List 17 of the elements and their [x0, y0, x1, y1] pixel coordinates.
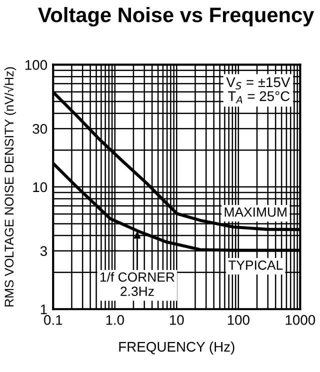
- x-tick-label: 100: [228, 315, 250, 325]
- x-tick-label: 10: [170, 315, 184, 325]
- y-axis-title: RMS VOLTAGE NOISE DENSITY (nV/√Hz): [4, 67, 16, 306]
- series-label: TYPICAL: [228, 260, 283, 270]
- x-tick-label: 1.0: [106, 315, 124, 325]
- x-tick-label: 1000: [286, 315, 316, 325]
- annotation: V$_{S}$ = ±15V T$_{A}$ = 25°C: [226, 77, 290, 104]
- y-tick-label: 30: [32, 124, 48, 134]
- y-tick-label: 3: [40, 246, 47, 256]
- y-tick-label: 100: [25, 60, 48, 70]
- series-label: MAXIMUM: [224, 208, 286, 217]
- annotation: 1/f CORNER 2.3Hz: [100, 272, 174, 296]
- y-tick-label: 10: [33, 182, 48, 192]
- x-axis-title: FREQUENCY (Hz): [119, 342, 234, 354]
- x-tick-label: 0.1: [44, 315, 62, 325]
- y-tick-label: 1: [40, 304, 47, 314]
- chart-title: Voltage Noise vs Frequency: [38, 6, 314, 26]
